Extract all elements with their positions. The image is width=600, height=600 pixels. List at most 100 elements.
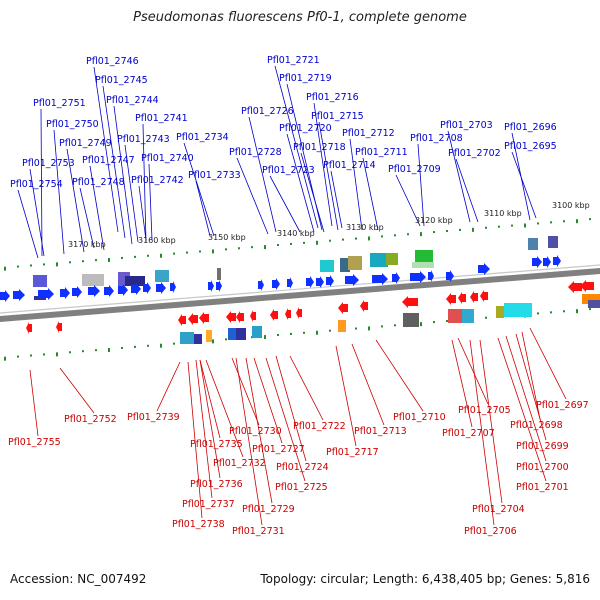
reverse-gene-label: Pfl01_2736 [190, 479, 243, 490]
label-connector [375, 339, 424, 412]
label-connector [469, 339, 495, 526]
label-connector [349, 138, 363, 231]
feature-block [462, 309, 474, 323]
label-connector [235, 357, 263, 526]
gene-labels: Pfl01_2746 Pfl01_2745 Pfl01_2751 Pfl01_2744… [8, 55, 589, 537]
track-tick [576, 309, 578, 314]
track-tick [329, 239, 331, 242]
track-tick [290, 242, 292, 245]
label-connector [515, 333, 547, 441]
forward-gene [38, 288, 54, 300]
reverse-gene-label: Pfl01_2737 [182, 499, 235, 510]
feature-block [236, 328, 246, 340]
reverse-gene [360, 300, 368, 312]
reverse-gene [226, 311, 236, 323]
track-tick [108, 258, 110, 263]
track-tick [589, 308, 591, 311]
forward-gene [306, 276, 314, 288]
scale-tick-label: 3160 kbp [138, 236, 176, 245]
track-tick [95, 259, 97, 262]
feature-block [82, 274, 104, 286]
label-connector [93, 66, 119, 233]
reverse-gene-label: Pfl01_2752 [64, 414, 117, 425]
label-connector [89, 165, 105, 251]
track-tick [459, 228, 461, 231]
forward-gene-label: Pfl01_2696 [504, 122, 557, 133]
label-connector [199, 359, 221, 479]
forward-gene [410, 271, 426, 283]
forward-gene [287, 277, 293, 289]
track-tick [147, 254, 149, 257]
forward-gene-label: Pfl01_2726 [241, 106, 294, 117]
forward-gene-label: Pfl01_2720 [279, 123, 332, 134]
label-connector [40, 108, 43, 257]
track-tick [30, 264, 32, 267]
reverse-gene-label: Pfl01_2725 [275, 482, 328, 493]
forward-gene-label: Pfl01_2744 [106, 95, 159, 106]
label-connector [275, 355, 307, 462]
feature-block [33, 275, 47, 287]
track-tick [303, 241, 305, 244]
forward-gene-label: Pfl01_2733 [188, 170, 241, 181]
track-tick [121, 346, 123, 349]
track-tick [56, 352, 58, 357]
track-tick [69, 351, 71, 354]
label-connector [53, 129, 65, 255]
forward-gene-label: Pfl01_2721 [267, 55, 320, 66]
label-connector [102, 85, 126, 239]
reverse-gene-label: Pfl01_2739 [127, 412, 180, 423]
reverse-gene [250, 310, 256, 322]
forward-gene [543, 256, 551, 268]
forward-gene-label: Pfl01_2743 [117, 134, 170, 145]
forward-gene [326, 275, 334, 287]
feature-block [340, 258, 350, 272]
forward-gene-label: Pfl01_2719 [279, 73, 332, 84]
reverse-gene-label: Pfl01_2727 [252, 444, 305, 455]
scale-ticks: 3170 kbp 3160 kbp 3150 kbp 3140 kbp 3130 kbp… [4, 201, 591, 361]
accession-text: Accession: NC_007492 [10, 572, 147, 586]
track-tick [485, 316, 487, 319]
track-tick [199, 250, 201, 253]
track-tick [433, 321, 435, 324]
feature-block [217, 268, 221, 280]
track-tick [498, 225, 500, 228]
reverse-gene-label: Pfl01_2710 [393, 412, 446, 423]
track-tick [212, 339, 214, 344]
forward-gene [478, 263, 490, 275]
track-tick [43, 353, 45, 356]
forward-gene [272, 278, 280, 290]
track-tick [355, 327, 357, 330]
label-connector [195, 180, 211, 237]
label-connector [248, 116, 277, 233]
feature-block [588, 300, 600, 308]
track-tick [563, 310, 565, 313]
track-tick [394, 234, 396, 237]
forward-gene-label: Pfl01_2745 [95, 75, 148, 86]
track-tick [446, 319, 448, 322]
track-tick [251, 246, 253, 249]
track-tick [420, 322, 422, 327]
feature-block [338, 320, 346, 332]
reverse-gene [580, 280, 594, 292]
track-tick [160, 343, 162, 348]
scale-tick-label: 3170 kbp [68, 240, 106, 249]
reverse-gene [458, 292, 466, 304]
reverse-gene-label: Pfl01_2730 [229, 426, 282, 437]
reverse-gene-label: Pfl01_2700 [516, 462, 569, 473]
reverse-gene-label: Pfl01_2698 [510, 420, 563, 431]
track-tick [264, 245, 266, 250]
track-tick [108, 348, 110, 353]
forward-gene-label: Pfl01_2711 [355, 147, 408, 158]
forward-gene [156, 282, 166, 294]
track-tick [4, 356, 6, 361]
scale-tick-label: 3150 kbp [208, 233, 246, 242]
forward-gene-label: Pfl01_2708 [410, 133, 463, 144]
track-tick [173, 252, 175, 255]
reverse-gene-label: Pfl01_2713 [354, 426, 407, 437]
track-tick [407, 233, 409, 236]
reverse-gene [236, 311, 244, 323]
forward-gene [428, 270, 434, 282]
label-connector [236, 157, 269, 235]
label-connector [231, 357, 260, 426]
